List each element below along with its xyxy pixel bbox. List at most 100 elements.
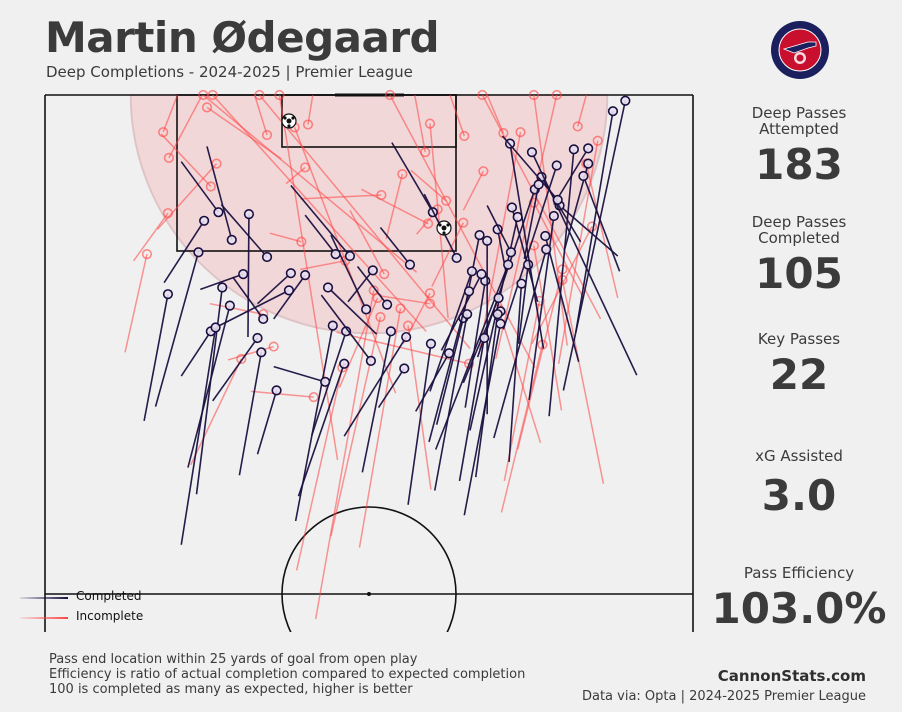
pass-end-marker bbox=[384, 89, 396, 101]
pass-end-marker bbox=[528, 89, 539, 101]
incomplete-pass bbox=[361, 188, 434, 229]
incomplete-pass bbox=[358, 303, 406, 548]
stat-label: Deep Passes bbox=[751, 213, 847, 231]
incomplete-pass bbox=[330, 311, 386, 537]
pass-line bbox=[314, 290, 375, 620]
pass-end-marker bbox=[578, 170, 589, 182]
pass-line bbox=[433, 314, 468, 491]
pass-end-marker bbox=[296, 236, 307, 247]
data-source: Data via: Opta | 2024-2025 Premier Leagu… bbox=[581, 689, 866, 704]
pass-line bbox=[508, 283, 523, 462]
pass-line bbox=[481, 94, 602, 320]
completed-pass bbox=[508, 278, 527, 462]
pass-line bbox=[300, 260, 346, 271]
pass-line bbox=[361, 331, 392, 473]
pass-end-marker bbox=[368, 285, 379, 296]
completed-pass bbox=[243, 209, 255, 338]
pass-end-marker bbox=[607, 106, 619, 117]
pass-end-marker bbox=[592, 135, 603, 146]
pass-end-marker bbox=[344, 250, 356, 262]
pass-end-marker bbox=[533, 179, 544, 190]
completed-pass bbox=[540, 230, 580, 363]
pass-end-marker bbox=[238, 269, 249, 280]
completed-pass bbox=[428, 286, 475, 443]
pass-line bbox=[256, 390, 278, 455]
incomplete-pass bbox=[528, 89, 568, 346]
pass-line bbox=[212, 94, 427, 332]
pass-end-marker bbox=[523, 259, 534, 270]
pass-line bbox=[209, 302, 264, 315]
pass-end-marker bbox=[163, 152, 174, 163]
pass-line bbox=[163, 220, 205, 284]
pass-line bbox=[517, 264, 529, 344]
pass-line bbox=[300, 194, 382, 200]
completed-pass bbox=[433, 309, 473, 491]
pass-line bbox=[559, 204, 619, 257]
pass-line bbox=[247, 214, 250, 338]
pass-end-marker bbox=[243, 209, 255, 220]
pass-end-marker bbox=[302, 119, 314, 130]
stat-xg-assisted: xG Assisted 3.0 bbox=[700, 448, 898, 520]
pass-line bbox=[160, 133, 212, 187]
pass-line bbox=[449, 94, 466, 137]
completed-pass bbox=[143, 289, 174, 422]
pass-end-marker bbox=[476, 269, 487, 280]
soccer-ball-icon bbox=[281, 113, 297, 129]
pass-end-marker bbox=[327, 320, 338, 331]
completed-pass bbox=[377, 363, 410, 409]
pass-line bbox=[516, 269, 564, 450]
completed-pass bbox=[238, 347, 267, 476]
pass-line bbox=[180, 327, 217, 545]
pass-end-marker bbox=[441, 195, 452, 206]
pass-end-marker bbox=[401, 331, 412, 343]
pass-end-marker bbox=[361, 304, 372, 315]
pass-line bbox=[458, 337, 486, 482]
pass-line bbox=[486, 205, 512, 253]
pass-line bbox=[486, 94, 505, 134]
pass-line bbox=[273, 274, 306, 320]
completed-pass bbox=[356, 266, 393, 310]
pass-end-marker bbox=[512, 211, 523, 223]
pass-end-marker bbox=[551, 89, 562, 101]
pass-end-marker bbox=[224, 300, 235, 311]
pass-end-marker bbox=[478, 166, 489, 177]
pass-end-marker bbox=[495, 318, 506, 329]
stat-value: 105 bbox=[755, 249, 843, 298]
pass-end-marker bbox=[385, 326, 397, 337]
pass-end-marker bbox=[552, 194, 563, 205]
pass-line bbox=[361, 188, 429, 225]
completed-pass bbox=[574, 106, 619, 333]
pass-line bbox=[381, 295, 431, 305]
pass-line bbox=[464, 280, 487, 408]
pass-end-marker bbox=[141, 249, 153, 260]
pass-line bbox=[509, 143, 545, 349]
incomplete-pass bbox=[572, 94, 587, 132]
pass-end-marker bbox=[493, 292, 504, 304]
pass-end-marker bbox=[162, 289, 174, 300]
pass-end-marker bbox=[466, 266, 478, 277]
pass-line bbox=[206, 146, 233, 241]
pass-end-marker bbox=[261, 251, 273, 263]
completed-pass bbox=[463, 318, 506, 516]
pass-line bbox=[327, 286, 378, 335]
pass-end-marker bbox=[404, 259, 416, 270]
pass-end-marker bbox=[213, 207, 224, 218]
stat-label: Key Passes bbox=[757, 330, 841, 348]
pass-line bbox=[220, 204, 268, 258]
pass-line bbox=[269, 232, 302, 243]
completed-pass bbox=[330, 234, 372, 315]
completed-pass bbox=[493, 244, 552, 439]
pass-line bbox=[429, 123, 449, 319]
pass-end-marker bbox=[424, 298, 436, 309]
pass-line bbox=[336, 331, 470, 365]
pass-end-marker bbox=[462, 309, 473, 320]
page-subtitle: Deep Completions - 2024-2025 | Premier L… bbox=[46, 63, 413, 81]
completed-pass bbox=[256, 385, 282, 455]
goal-ball-icons bbox=[281, 113, 452, 236]
pass-end-marker bbox=[586, 221, 598, 232]
completed-pass bbox=[195, 282, 228, 495]
pass-end-marker bbox=[217, 282, 228, 293]
pass-end-marker bbox=[308, 391, 319, 403]
pass-end-marker bbox=[193, 247, 204, 258]
pass-line bbox=[574, 111, 614, 333]
